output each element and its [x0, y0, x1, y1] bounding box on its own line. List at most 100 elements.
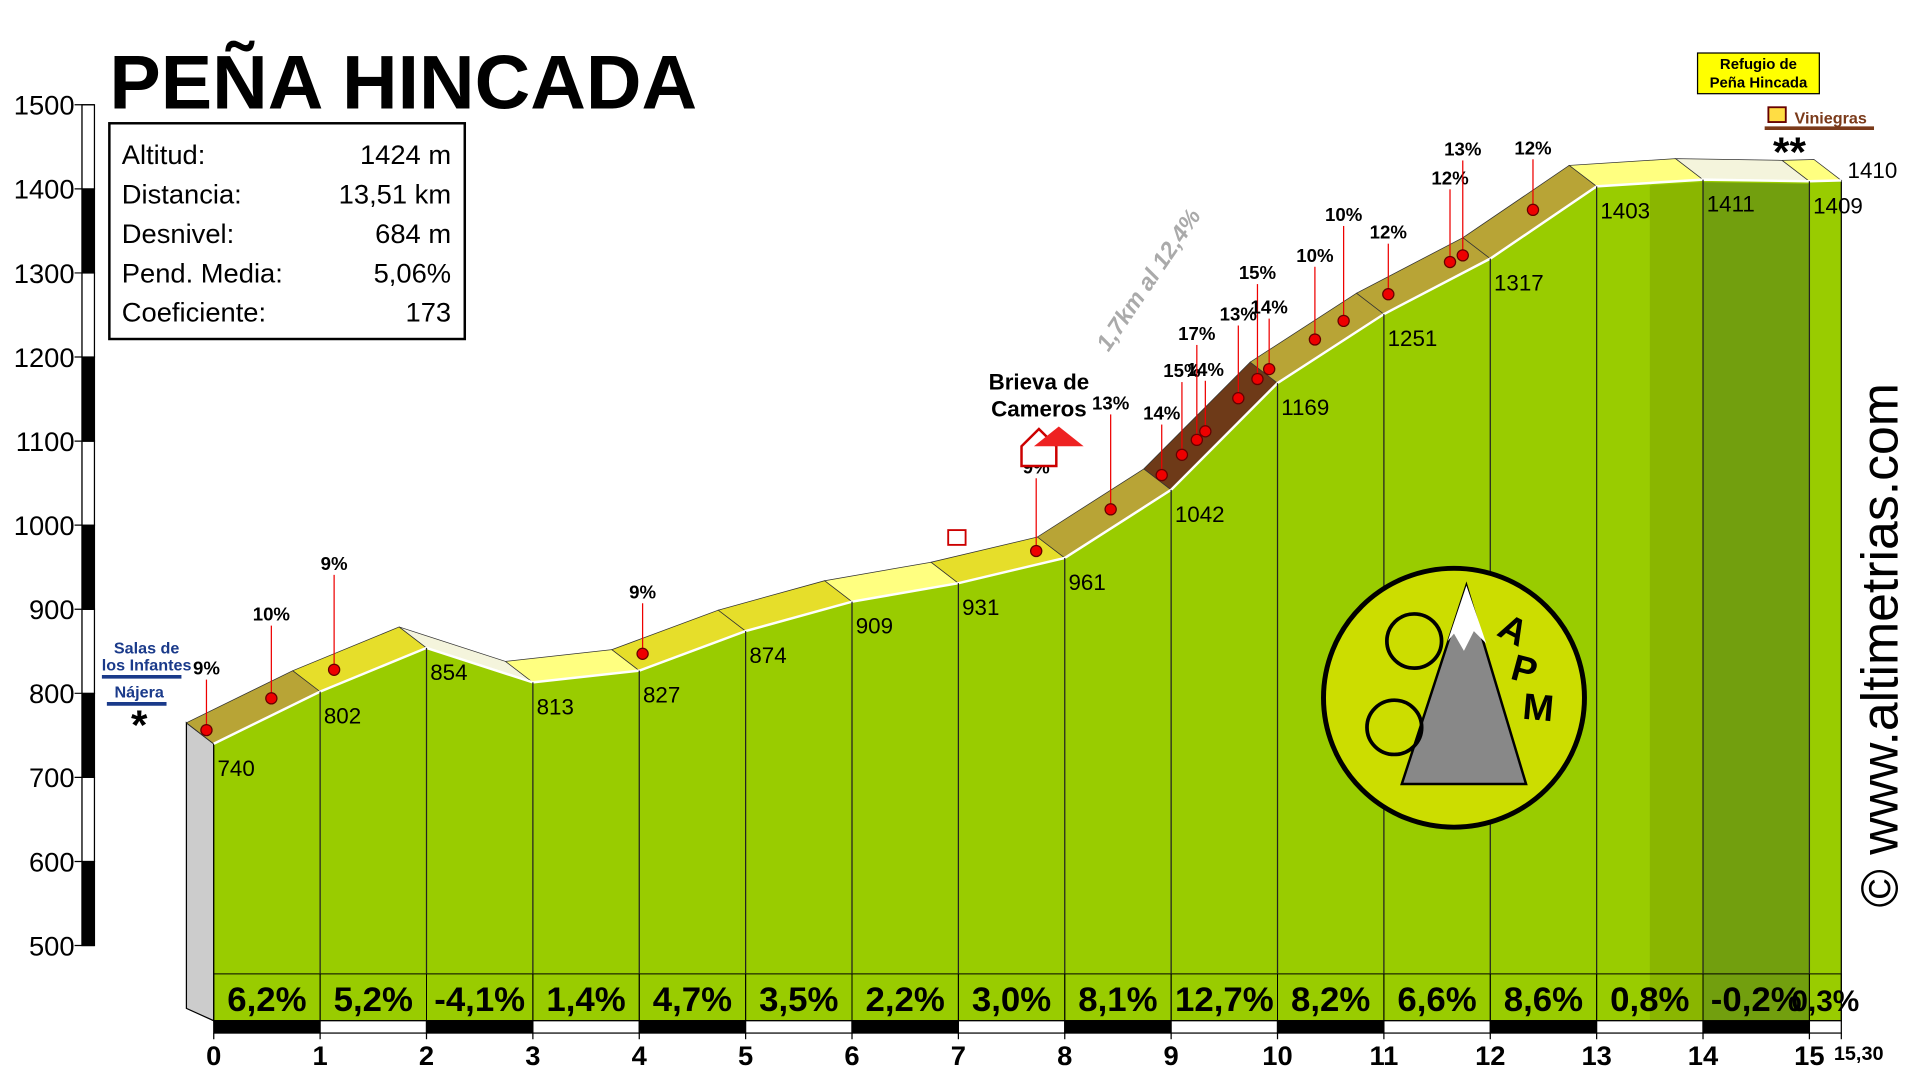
- marker: [1308, 333, 1322, 346]
- side-face: [185, 721, 215, 1022]
- y-scale-block: [81, 776, 96, 863]
- y-scale-block: [81, 608, 96, 694]
- y-scale-block: [81, 272, 96, 358]
- y-tick-label: 800: [29, 678, 75, 709]
- km-bar: [1276, 1020, 1385, 1034]
- marker-label: 10%: [1325, 204, 1362, 225]
- marker-label: 17%: [1178, 323, 1215, 344]
- start-label: los Infantes: [102, 657, 192, 675]
- marker: [1232, 392, 1245, 405]
- y-tick-label: 500: [29, 930, 75, 961]
- summit-box: [1696, 52, 1820, 95]
- stats-box: [108, 122, 467, 341]
- marker: [1175, 448, 1189, 461]
- marker: [1104, 503, 1117, 516]
- marker-label: 9%: [321, 553, 348, 574]
- x-tick-label: 3: [525, 1040, 540, 1071]
- marker: [636, 647, 649, 660]
- marker-label: 14%: [1143, 403, 1180, 424]
- gradient-label: 8,1%: [1078, 981, 1157, 1019]
- y-tick-label: 1000: [14, 510, 75, 541]
- y-tick-label: 1500: [14, 90, 75, 121]
- km-bar: [1383, 1020, 1491, 1034]
- km-bar: [213, 1020, 321, 1034]
- marker: [1382, 288, 1395, 301]
- gradient-label: 0,8%: [1610, 981, 1689, 1019]
- marker: [1337, 314, 1350, 328]
- km-bar: [957, 1020, 1066, 1034]
- gradient-label: 8,6%: [1504, 981, 1583, 1019]
- marker: [1155, 468, 1168, 482]
- marker-label: 10%: [1296, 245, 1333, 266]
- elevation-label: 1251: [1388, 326, 1438, 351]
- marker: [265, 692, 278, 705]
- marker-label: 9%: [193, 658, 220, 679]
- gradient-label: 2,2%: [866, 981, 945, 1019]
- marker: [1456, 249, 1469, 262]
- y-tick-label: 1200: [14, 342, 75, 373]
- x-tick-label: 11: [1369, 1040, 1398, 1071]
- y-scale-block: [81, 692, 96, 779]
- elevation-label: 1042: [1175, 502, 1225, 527]
- y-scale-block: [81, 104, 96, 190]
- summit-shade: [1703, 182, 1810, 1021]
- marker: [1029, 544, 1043, 558]
- gradient-label: -0,2%: [1711, 981, 1802, 1019]
- marker: [1199, 425, 1212, 438]
- stat-label: Distancia:: [122, 179, 242, 210]
- y-tick-label: 1300: [14, 258, 75, 289]
- x-tick-label: 8: [1057, 1040, 1072, 1071]
- y-scale-block: [81, 524, 96, 610]
- stat-label: Pend. Media:: [122, 257, 283, 288]
- elevation-label: 802: [324, 704, 361, 729]
- marker: [1262, 362, 1276, 376]
- marker-label: 12%: [1370, 222, 1407, 243]
- elevation-label: 827: [643, 683, 680, 708]
- logo-wheel: [1365, 698, 1424, 757]
- marker-label: 10%: [253, 604, 290, 625]
- gradient-label: 3,0%: [972, 981, 1051, 1019]
- marker: [1526, 203, 1540, 217]
- elevation-label: 740: [217, 756, 254, 781]
- elevation-label: 1409: [1813, 193, 1863, 218]
- gradient-label: 5,2%: [334, 981, 413, 1019]
- town-label: Cameros: [991, 397, 1087, 422]
- y-tick-label: 1100: [16, 426, 75, 457]
- stat-label: Coeficiente:: [122, 297, 266, 328]
- watermark: © www.altimetrias.com: [1851, 383, 1909, 907]
- km-bar: [1170, 1020, 1279, 1034]
- elevation-label: 874: [749, 643, 786, 668]
- km-bar: [1596, 1020, 1704, 1034]
- x-tick-label: 12: [1475, 1040, 1505, 1071]
- y-scale-block: [81, 356, 96, 442]
- km-bar: [851, 1020, 960, 1034]
- marker-label: 13%: [1444, 139, 1481, 160]
- elevation-label: 1410: [1848, 158, 1898, 183]
- town-roof: [1033, 426, 1084, 447]
- stat-value: 173: [406, 297, 452, 328]
- x-tick-label: 2: [419, 1040, 434, 1071]
- y-tick-label: 1400: [14, 174, 75, 205]
- gradient-label: 8,2%: [1291, 981, 1370, 1019]
- x-tick-label: 0: [206, 1040, 221, 1071]
- x-tick-label: 5: [738, 1040, 753, 1071]
- stat-value: 13,51 km: [339, 179, 451, 210]
- km-bar: [1489, 1020, 1598, 1034]
- x-tick-label: 10: [1262, 1040, 1292, 1071]
- summit-shade: [1649, 182, 1704, 1021]
- summit-label: Peña Hincada: [1710, 76, 1808, 92]
- elevation-label: 1403: [1600, 198, 1650, 223]
- gradient-label: 4,7%: [653, 981, 732, 1019]
- stat-label: Altitud:: [122, 139, 206, 170]
- stat-value: 1424 m: [360, 139, 451, 170]
- km-bar: [745, 1020, 853, 1034]
- x-tick-label: 15: [1794, 1040, 1824, 1071]
- refuge-icon: [1767, 106, 1787, 123]
- marker: [327, 663, 341, 676]
- km-bar: [638, 1020, 747, 1034]
- marker-label: 15%: [1163, 360, 1200, 381]
- elevation-label: 961: [1068, 570, 1105, 595]
- stat-label: Desnivel:: [122, 218, 234, 249]
